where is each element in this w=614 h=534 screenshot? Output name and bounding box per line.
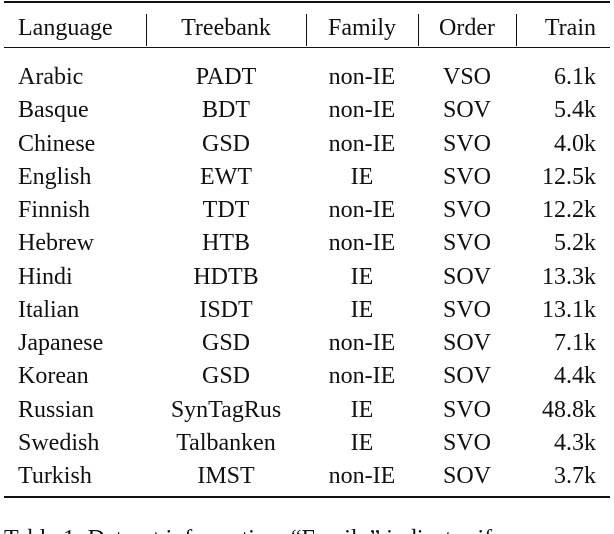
- table-cell: 5.4k: [554, 97, 596, 124]
- bottom-rule: [4, 496, 610, 498]
- table-cell: Hebrew: [18, 230, 94, 257]
- table-cell: SynTagRus: [170, 396, 282, 423]
- table-cell: non-IE: [328, 330, 396, 356]
- table-cell: SVO: [442, 163, 492, 190]
- table-cell: 12.5k: [542, 163, 596, 190]
- table-cell: HDTB: [193, 263, 259, 290]
- table-cell: PADT: [195, 64, 257, 90]
- table-cell: SVO: [442, 197, 492, 223]
- table-cell: SVO: [442, 130, 492, 157]
- table-cell: Talbanken: [176, 429, 276, 456]
- table-cell: 13.1k: [542, 296, 596, 323]
- table-cell: English: [18, 163, 92, 190]
- table-cell: IE: [350, 396, 374, 423]
- table-cell: IE: [350, 263, 374, 290]
- column-separator: [418, 14, 419, 46]
- table-cell: non-IE: [328, 97, 396, 124]
- table-cell: SOV: [442, 263, 492, 290]
- table-cell: 12.2k: [542, 197, 596, 223]
- top-rule: [4, 1, 610, 3]
- table-cell: Chinese: [18, 130, 96, 157]
- table-cell: IMST: [197, 463, 255, 489]
- table-cell: Swedish: [18, 429, 100, 456]
- header-rule: [4, 47, 610, 48]
- table-cell: IE: [350, 296, 374, 323]
- table-cell: 48.8k: [542, 396, 596, 423]
- table-cell: EWT: [200, 163, 252, 190]
- table-cell: SVO: [442, 296, 492, 323]
- table-cell: non-IE: [328, 64, 396, 90]
- table-cell: 13.3k: [542, 263, 596, 290]
- table-cell: non-IE: [328, 363, 396, 390]
- table-cell: GSD: [201, 130, 251, 157]
- table-cell: Arabic: [18, 64, 84, 90]
- table-cell: non-IE: [328, 197, 396, 223]
- table-cell: IE: [350, 163, 374, 190]
- table-cell: 5.2k: [554, 230, 596, 257]
- table-cell: 4.3k: [554, 429, 596, 456]
- table-cell: non-IE: [328, 463, 396, 489]
- table-cell: SVO: [442, 429, 492, 456]
- table-cell: non-IE: [328, 230, 396, 257]
- header-cell: Order: [439, 15, 495, 41]
- column-separator: [146, 14, 147, 46]
- header-cell: Train: [544, 15, 596, 41]
- table-cell: Basque: [18, 97, 89, 124]
- table-cell: 6.1k: [554, 64, 596, 90]
- table-cell: Hindi: [18, 263, 73, 290]
- header-cell: Language: [18, 15, 113, 41]
- header-cell: Family: [327, 15, 397, 41]
- table-cell: TDT: [202, 197, 250, 223]
- table-cell: Japanese: [18, 330, 104, 356]
- table-cell: 4.0k: [554, 130, 596, 157]
- table-cell: 3.7k: [554, 463, 596, 489]
- table-cell: 4.4k: [554, 363, 596, 390]
- column-separator: [306, 14, 307, 46]
- table-cell: SOV: [442, 463, 492, 489]
- table-cell: VSO: [442, 64, 492, 90]
- table-cell: 7.1k: [554, 330, 596, 356]
- table-cell: SVO: [442, 396, 492, 423]
- table-cell: Turkish: [18, 463, 92, 489]
- table-cell: ISDT: [199, 296, 253, 323]
- table-cell: Finnish: [18, 197, 91, 223]
- table-cell: SOV: [442, 330, 492, 356]
- table-cell: Korean: [18, 363, 89, 390]
- table-cell: SOV: [442, 363, 492, 390]
- table-cell: SOV: [442, 97, 492, 124]
- caption: Table 1: Dataset information. “Family” i…: [4, 526, 492, 534]
- table-cell: SVO: [442, 230, 492, 257]
- header-cell: Treebank: [181, 15, 271, 41]
- table-cell: GSD: [201, 330, 251, 356]
- column-separator: [516, 14, 517, 46]
- table-cell: Italian: [18, 296, 80, 323]
- table-cell: Russian: [18, 396, 95, 423]
- table-cell: HTB: [202, 230, 250, 257]
- table-cell: non-IE: [328, 130, 396, 157]
- table-cell: BDT: [202, 97, 250, 124]
- table-cell: IE: [350, 429, 374, 456]
- table-cell: GSD: [201, 363, 251, 390]
